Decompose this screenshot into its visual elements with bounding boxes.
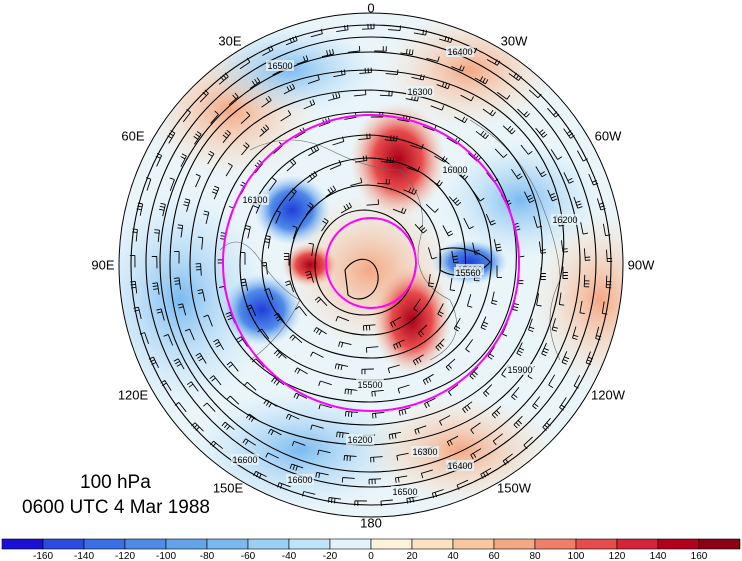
longitude-label: 120E: [118, 387, 149, 402]
valid-time-label: 0600 UTC 4 Mar 1988: [22, 497, 210, 518]
pressure-level-label: 100 hPa: [80, 472, 151, 493]
map-boundary: [118, 12, 624, 518]
colorbar-box: [165, 538, 208, 550]
contour-label: 16200: [552, 215, 577, 225]
colorbar-box: [370, 538, 413, 550]
colorbar-tick-label: -20: [323, 551, 338, 561]
polar-map: 1640016500166001630016000156001556016100…: [91, 0, 655, 530]
colorbar: -160 -140 -120 -100 -80 -60 -40 -20 0 20 40 60 80 100…: [1, 538, 741, 561]
longitude-label: 30E: [218, 33, 241, 48]
contour-labels: 1640016500166001630016000156001556016100…: [231, 46, 579, 497]
negative-anomaly-southwest: [222, 274, 302, 346]
colorbar-box: [534, 538, 577, 550]
colorbar-tick-label: 40: [447, 551, 459, 561]
longitude-label: 120W: [591, 387, 626, 402]
colorbar-box: [247, 538, 290, 550]
colorbar-tick-label: 120: [609, 551, 626, 561]
colorbar-box: [411, 538, 454, 550]
longitude-label: 0: [367, 0, 374, 15]
contour-label: 16100: [242, 195, 267, 205]
negative-anomaly-west: [254, 175, 330, 245]
colorbar-tick-label: 20: [406, 551, 418, 561]
colorbar-tick-label: -100: [156, 551, 176, 561]
contour-label: 15500: [357, 380, 382, 390]
positive-anomaly-north: [350, 102, 446, 218]
colorbar-box: [698, 538, 741, 550]
longitude-label: 90W: [628, 257, 655, 272]
contour-label: 16600: [287, 475, 312, 485]
contour-label: 15900: [507, 365, 532, 375]
longitude-label: 150W: [497, 480, 532, 495]
colorbar-box: [206, 538, 249, 550]
colorbar-tick-label: 140: [650, 551, 667, 561]
colorbar-tick-label: -160: [33, 551, 53, 561]
longitude-label: 60W: [595, 128, 622, 143]
colorbar-box: [616, 538, 659, 550]
contour-label: 16400: [447, 461, 472, 471]
contour-label: 16000: [442, 165, 467, 175]
longitude-label: 30W: [501, 33, 528, 48]
colorbar-box: [1, 538, 44, 550]
colorbar-tick-label: -40: [282, 551, 297, 561]
colorbar-tick-label: 80: [529, 551, 541, 561]
colorbar-box: [288, 538, 331, 550]
colorbar-tick-label: 60: [488, 551, 500, 561]
contour-label: 15560: [455, 268, 480, 278]
contour-label: 16200: [347, 435, 372, 445]
colorbar-tick-label: 0: [368, 551, 374, 561]
colorbar-box: [83, 538, 126, 550]
colorbar-box: [124, 538, 167, 550]
colorbar-tick-label: -140: [74, 551, 94, 561]
colorbar-box: [575, 538, 618, 550]
latitude-circles: [222, 114, 520, 412]
longitude-label: 90E: [91, 257, 114, 272]
longitude-labels: 0 30W 60W 90W 120W 150W 180 150E 120E 90E 60E 30E: [91, 0, 655, 530]
colorbar-tick-label: -60: [241, 551, 256, 561]
colorbar-tick-label: 100: [568, 551, 585, 561]
contour-label: 16600: [232, 455, 257, 465]
longitude-label: 150E: [213, 480, 244, 495]
contour-label: 16300: [407, 87, 432, 97]
colorbar-box: [493, 538, 536, 550]
colorbar-box: [452, 538, 495, 550]
contour-label: 16300: [412, 447, 437, 457]
colorbar-box: [329, 538, 372, 550]
contour-label: 16400: [447, 47, 472, 57]
colorbar-box: [657, 538, 700, 550]
contour-label: 16500: [267, 61, 292, 71]
colorbar-tick-label: -120: [115, 551, 135, 561]
colorbar-tick-label: -80: [200, 551, 215, 561]
longitude-label: 180: [360, 515, 382, 530]
colorbar-box: [42, 538, 85, 550]
anomaly-shading: [119, 13, 623, 517]
contour-label: 16500: [392, 487, 417, 497]
longitude-label: 60E: [121, 128, 144, 143]
negative-anomaly-east: [432, 240, 508, 284]
colorbar-tick-label: 160: [691, 551, 708, 561]
